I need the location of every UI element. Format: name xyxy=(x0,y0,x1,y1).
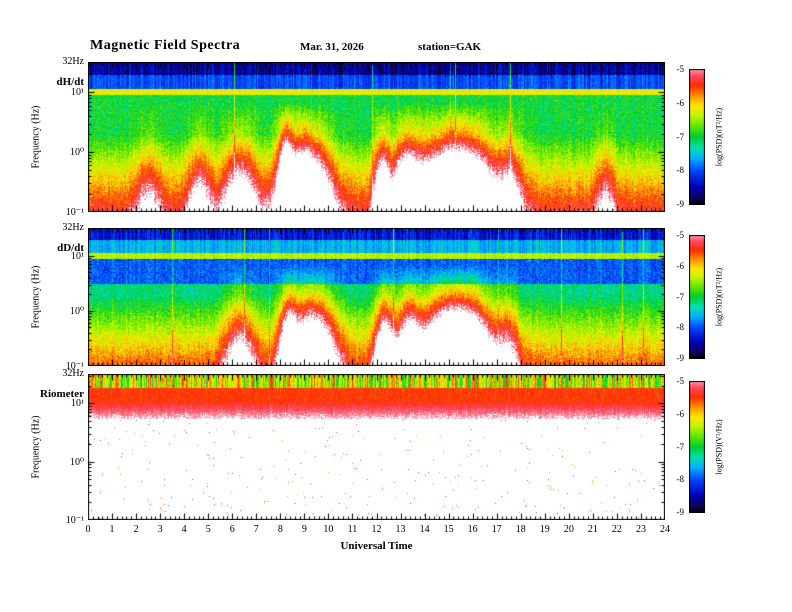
x-axis-title: Universal Time xyxy=(340,540,413,552)
x-tick-label: 9 xyxy=(301,524,307,535)
x-tick-label: 3 xyxy=(157,524,163,535)
x-tick-label: 21 xyxy=(587,524,598,535)
y-tick-32hz: 32Hz xyxy=(62,56,84,67)
x-tick-label: 6 xyxy=(229,524,235,535)
y-tick-10e1: 10¹ xyxy=(71,250,84,262)
colorbar-tick-label: -9 xyxy=(676,507,685,517)
panel-riometer: Frequency (Hz) Riometer 32Hz 10¹ 10⁰ 10⁻… xyxy=(0,368,792,526)
x-tick-label: 19 xyxy=(539,524,550,535)
y-axis-title: Frequency (Hz) xyxy=(30,105,42,169)
y-tick-10e1: 10¹ xyxy=(71,398,84,410)
colorbar-tick-label: -6 xyxy=(676,97,685,108)
y-tick-10e0: 10⁰ xyxy=(69,147,84,159)
spectrogram-riometer xyxy=(88,374,665,520)
x-tick-label: 4 xyxy=(181,524,187,535)
colorbar-tick-label: -7 xyxy=(676,441,685,452)
colorbar-dhdt xyxy=(689,69,705,205)
colorbar-tick-label: -6 xyxy=(676,408,685,419)
x-tick-label: 14 xyxy=(419,524,430,535)
colorbar-riometer xyxy=(689,381,705,513)
x-tick-label: 5 xyxy=(205,524,211,535)
colorbar-dddt xyxy=(689,235,705,359)
colorbar-tick-label: -9 xyxy=(676,353,685,363)
x-tick-label: 0 xyxy=(85,524,91,535)
x-axis-ticks: 0 1 2 3 4 5 6 7 8 9 10 11 12 13 14 15 16 17 18 19 20 21 22 23 24 xyxy=(0,524,792,537)
colorbar-label-dhdt: log(PSD)(nT²/Hz) xyxy=(714,107,724,167)
panel-label-dhdt: dH/dt xyxy=(56,76,84,88)
colorbar-label-riometer: log(PSD)(V²/Hz) xyxy=(714,419,724,475)
station-label: station=GAK xyxy=(418,41,482,53)
colorbar-tick-label: -7 xyxy=(676,291,685,302)
colorbar-tick-label: -6 xyxy=(676,260,685,271)
colorbar-label-dddt: log(PSD)(nT²/Hz) xyxy=(714,267,724,327)
y-tick-10e0: 10⁰ xyxy=(69,456,84,468)
panel-dhdt: Frequency (Hz) dH/dt 32Hz 10¹ 10⁰ 10⁻¹ -… xyxy=(0,56,792,218)
x-tick-label: 20 xyxy=(563,524,574,535)
x-tick-label: 1 xyxy=(109,524,115,535)
panel-dddt: Frequency (Hz) dD/dt 32Hz 10¹ 10⁰ 10⁻¹ -… xyxy=(0,222,792,372)
x-tick-label: 16 xyxy=(467,524,478,535)
y-tick-10e1: 10¹ xyxy=(71,87,84,99)
y-axis-title: Frequency (Hz) xyxy=(30,265,42,329)
x-tick-label: 23 xyxy=(635,524,646,535)
x-tick-label: 11 xyxy=(347,524,358,535)
x-tick-label: 8 xyxy=(277,524,283,535)
x-tick-label: 7 xyxy=(253,524,259,535)
spectrogram-dhdt xyxy=(88,62,665,212)
colorbar-tick-label: -7 xyxy=(676,131,685,142)
y-tick-10e0: 10⁰ xyxy=(69,305,84,317)
colorbar-tick-label: -8 xyxy=(676,165,685,176)
spectrogram-dddt xyxy=(88,228,665,366)
colorbar-tick-label: -5 xyxy=(676,230,685,240)
chart-title: Magnetic Field Spectra xyxy=(90,38,241,53)
y-tick-10e-1: 10⁻¹ xyxy=(65,515,84,526)
colorbar-tick-label: -5 xyxy=(676,64,685,74)
x-tick-label: 24 xyxy=(660,524,670,535)
x-tick-label: 12 xyxy=(371,524,382,535)
panel-label-riometer: Riometer xyxy=(40,388,84,400)
colorbar-tick-label: -8 xyxy=(676,474,685,485)
x-tick-label: 17 xyxy=(491,524,502,535)
colorbar-tick-label: -5 xyxy=(676,376,685,386)
colorbar-tick-label: -9 xyxy=(676,199,685,209)
x-tick-label: 13 xyxy=(395,524,406,535)
y-tick-32hz: 32Hz xyxy=(62,222,84,233)
y-tick-10e-1: 10⁻¹ xyxy=(65,207,84,218)
x-tick-label: 2 xyxy=(133,524,139,535)
chart-date: Mar. 31, 2026 xyxy=(300,41,364,53)
x-tick-label: 22 xyxy=(611,524,622,535)
y-tick-32hz: 32Hz xyxy=(62,368,84,379)
y-tick-10e-1: 10⁻¹ xyxy=(65,361,84,372)
x-tick-label: 18 xyxy=(515,524,526,535)
panel-label-dddt: dD/dt xyxy=(57,242,84,254)
colorbar-tick-label: -8 xyxy=(676,322,685,333)
x-tick-label: 10 xyxy=(323,524,334,535)
y-axis-title: Frequency (Hz) xyxy=(30,415,42,479)
x-tick-label: 15 xyxy=(443,524,454,535)
